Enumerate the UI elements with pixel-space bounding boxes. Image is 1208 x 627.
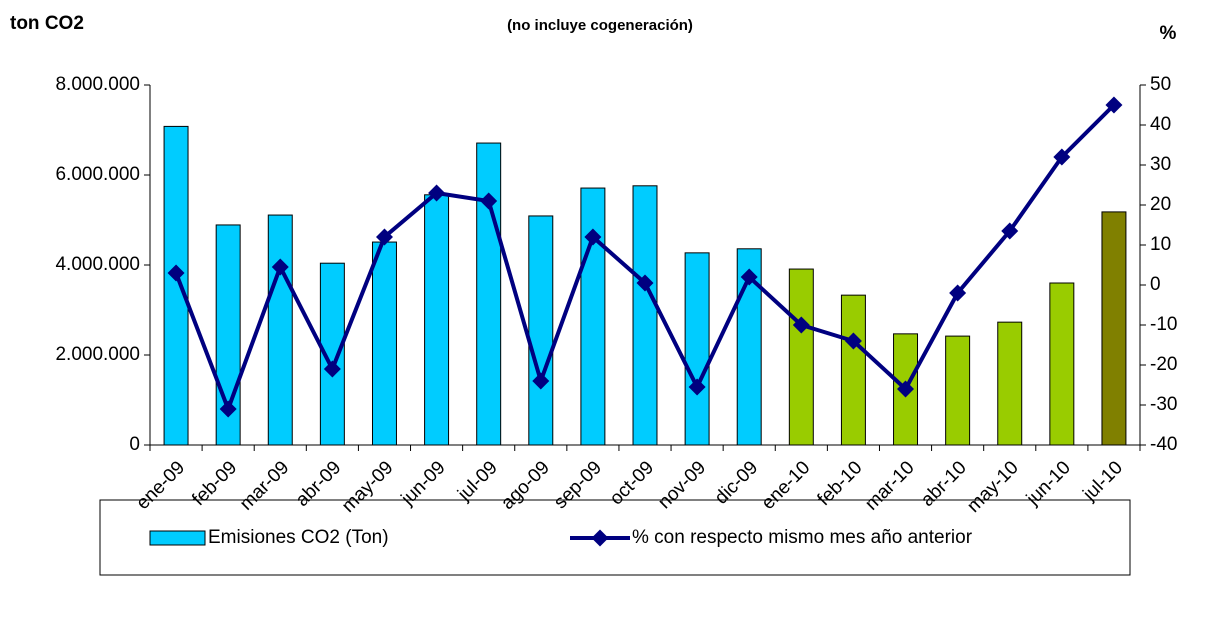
bar [788,268,814,446]
x-tick-label: may-10 [963,457,1023,517]
marker [897,380,915,398]
x-tick-label: feb-09 [188,457,241,510]
marker [375,228,393,246]
marker [219,400,237,418]
marker [480,192,498,210]
marker [688,378,706,396]
x-tick-label: jul-10 [1079,457,1127,505]
marker [323,360,341,378]
y2-tick-label: 10 [1150,234,1171,255]
y2-tick-label: -40 [1150,434,1177,455]
x-tick-label: jun-10 [1022,457,1075,510]
y2-axis-label: % [1160,23,1177,44]
bar [997,321,1023,446]
marker [949,284,967,302]
x-tick-label: mar-09 [236,457,293,514]
bar [632,185,658,446]
marker [844,332,862,350]
y2-tick-label: 0 [1150,274,1161,295]
legend-label: Emisiones CO2 (Ton) [208,527,389,548]
legend-swatch [149,530,206,546]
x-tick-label: ago-09 [497,457,554,514]
bar [267,214,293,446]
marker [532,372,550,390]
x-tick-label: ene-09 [132,457,189,514]
bar [319,262,345,446]
marker [271,258,289,276]
marker [1001,222,1019,240]
y2-tick-label: 40 [1150,114,1171,135]
legend-label: % con respecto mismo mes año anterior [632,527,973,548]
bar [1049,282,1075,446]
x-tick-label: oct-09 [606,457,658,509]
bar [476,142,502,446]
marker [792,316,810,334]
y2-tick-label: -20 [1150,354,1177,375]
marker [428,184,446,202]
marker [636,274,654,292]
y-tick-label: 4.000.000 [55,254,140,275]
x-tick-label: ene-10 [758,457,815,514]
bar [371,241,397,446]
y2-tick-label: -30 [1150,394,1177,415]
marker [584,228,602,246]
y2-tick-label: 20 [1150,194,1171,215]
y2-tick-label: 50 [1150,74,1171,95]
y-tick-label: 8.000.000 [55,74,140,95]
y-axis-label: ton CO2 [10,13,84,34]
x-tick-label: feb-10 [814,457,867,510]
bar [580,187,606,446]
y-tick-label: 0 [129,434,140,455]
bar [528,215,554,446]
bar [684,252,710,446]
x-tick-label: mar-10 [861,457,918,514]
bar [424,194,450,446]
bar [736,248,762,446]
y2-tick-label: -10 [1150,314,1177,335]
y-tick-label: 6.000.000 [55,164,140,185]
x-tick-label: jun-09 [397,457,450,510]
x-tick-label: nov-09 [654,457,710,513]
x-tick-label: dic-09 [711,457,762,508]
bar [1101,211,1127,446]
x-tick-label: jul-09 [453,457,501,505]
legend-marker [591,529,609,547]
y-tick-label: 2.000.000 [55,344,140,365]
x-tick-label: sep-09 [550,457,606,513]
y2-tick-label: 30 [1150,154,1171,175]
marker [167,264,185,282]
bar [840,294,866,446]
legend-box [99,499,1131,576]
x-tick-label: may-09 [338,457,398,517]
bar [945,335,971,446]
marker [740,268,758,286]
bar [163,125,189,446]
chart-subtitle: (no incluye cogeneración) [507,17,693,34]
